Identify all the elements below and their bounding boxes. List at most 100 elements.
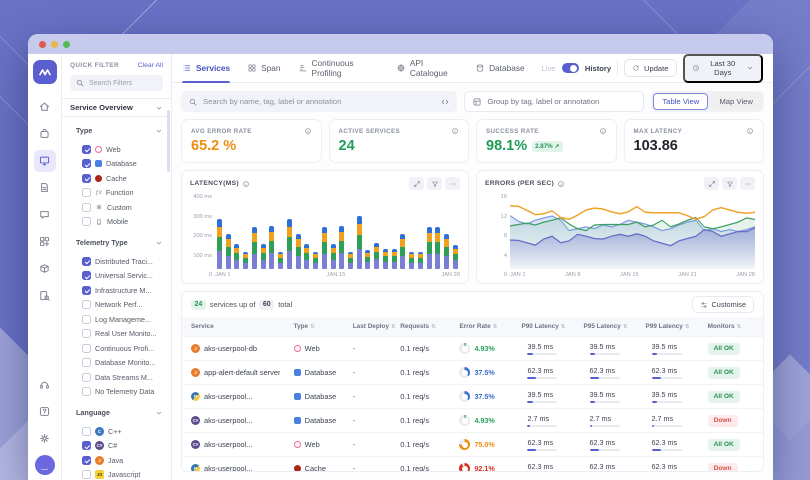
checkbox[interactable] xyxy=(82,343,91,353)
checkbox[interactable] xyxy=(82,455,91,465)
latency-bar-day-4[interactable] xyxy=(243,251,249,269)
latency-bar-day-23[interactable] xyxy=(409,251,415,269)
tab-continuous-profiling[interactable]: Continuous Profiling xyxy=(298,54,379,83)
checkbox[interactable] xyxy=(82,271,91,281)
latency-bar-day-28[interactable] xyxy=(452,245,458,269)
latency-bar-day-5[interactable] xyxy=(251,227,257,269)
checkbox[interactable] xyxy=(82,329,91,339)
checkbox[interactable] xyxy=(82,314,91,324)
minimize-window-button[interactable] xyxy=(51,40,58,48)
filter-scrollbar[interactable] xyxy=(167,110,170,172)
time-range-dropdown[interactable]: Last 30 Days xyxy=(682,53,763,83)
latency-bar-day-2[interactable] xyxy=(225,234,231,269)
clear-all-link[interactable]: Clear All xyxy=(137,62,163,69)
latency-bar-day-16[interactable] xyxy=(348,251,354,269)
info-icon[interactable] xyxy=(746,127,754,135)
tab-api-catalogue[interactable]: API Catalogue xyxy=(396,54,458,83)
service-name[interactable]: app-alert-default server xyxy=(204,368,281,377)
rail-item-dashboards[interactable] xyxy=(34,231,56,253)
service-name[interactable]: aks-userpool-db xyxy=(204,344,257,353)
sort-icon[interactable]: ⇅ xyxy=(560,323,566,330)
latency-bar-day-6[interactable] xyxy=(260,244,266,269)
expand-chart-button[interactable] xyxy=(704,177,719,190)
column-header-p95-latency[interactable]: P95 Latency ⇅ xyxy=(583,323,628,330)
rail-item-messages[interactable] xyxy=(34,204,56,226)
latency-bar-day-10[interactable] xyxy=(295,234,301,269)
filter-option-c-[interactable]: C C++ xyxy=(70,424,163,439)
table-view-button[interactable]: Table View xyxy=(653,93,709,110)
sort-icon[interactable]: ⇅ xyxy=(622,323,628,330)
service-name[interactable]: aks-userpool... xyxy=(204,440,253,449)
checkbox[interactable] xyxy=(82,173,91,183)
group-by-control[interactable]: Group by tag, label or annotation xyxy=(464,91,645,112)
latency-bar-day-11[interactable] xyxy=(304,244,310,269)
checkbox[interactable] xyxy=(82,426,91,436)
expand-chart-button[interactable] xyxy=(409,177,424,190)
rail-item-audit[interactable] xyxy=(34,285,56,307)
column-header-p90-latency[interactable]: P90 Latency ⇅ xyxy=(521,323,566,330)
close-window-button[interactable] xyxy=(39,40,46,48)
column-header-type[interactable]: Type ⇅ xyxy=(293,323,315,330)
filter-search-input[interactable]: Search Filters xyxy=(70,75,163,91)
maximize-window-button[interactable] xyxy=(63,40,70,48)
update-button[interactable]: Update xyxy=(624,59,677,77)
sort-icon[interactable]: ⇅ xyxy=(391,323,396,330)
latency-bar-day-7[interactable] xyxy=(269,225,275,269)
user-avatar[interactable]: ‿ xyxy=(34,455,55,475)
sort-icon[interactable]: ⇅ xyxy=(431,323,436,330)
rail-item-deployments[interactable] xyxy=(34,258,56,280)
rail-item-services[interactable] xyxy=(34,123,56,145)
filter-option-network-perf-[interactable]: Network Perf... xyxy=(70,298,163,313)
tab-span[interactable]: Span xyxy=(247,54,281,83)
checkbox[interactable] xyxy=(82,470,91,480)
column-header-requests[interactable]: Requests ⇅ xyxy=(400,323,436,330)
service-name[interactable]: aks-userpool... xyxy=(204,416,253,425)
latency-bar-day-21[interactable] xyxy=(391,248,397,269)
rail-item-monitoring[interactable] xyxy=(33,149,56,172)
filter-option-real-user-monito-[interactable]: Real User Monito... xyxy=(70,327,163,342)
tab-services[interactable]: Services xyxy=(182,54,231,83)
latency-bar-day-25[interactable] xyxy=(426,227,432,269)
service-name[interactable]: aks-userpool... xyxy=(204,464,253,472)
filter-option-infrastructure-m-[interactable]: Infrastructure M... xyxy=(70,283,163,298)
filter-section-header[interactable]: Telemetry Type xyxy=(70,236,163,249)
rail-item-help[interactable] xyxy=(34,401,56,423)
latency-bar-day-20[interactable] xyxy=(382,248,388,269)
latency-bar-day-13[interactable] xyxy=(321,227,327,269)
sort-icon[interactable]: ⇅ xyxy=(310,323,315,330)
column-header-p99-latency[interactable]: P99 Latency ⇅ xyxy=(645,323,690,330)
filter-option-web[interactable]: Web xyxy=(70,142,163,157)
filter-option-continuous-profi-[interactable]: Continuous Profi... xyxy=(70,341,163,356)
latency-bar-day-26[interactable] xyxy=(435,227,441,269)
latency-bar-day-9[interactable] xyxy=(286,219,292,269)
checkbox[interactable] xyxy=(82,202,91,212)
checkbox[interactable] xyxy=(82,300,91,310)
service-search-input[interactable] xyxy=(203,97,436,106)
filter-chart-button[interactable] xyxy=(722,177,737,190)
live-history-toggle[interactable] xyxy=(561,63,579,73)
info-icon[interactable] xyxy=(599,127,607,135)
filter-option-function[interactable]: ƒx Function xyxy=(70,186,163,201)
checkbox[interactable] xyxy=(82,217,91,227)
filter-option-database-monito-[interactable]: Database Monito... xyxy=(70,356,163,371)
app-logo[interactable] xyxy=(32,60,57,84)
filter-option-cache[interactable]: Cache xyxy=(70,171,163,186)
latency-bar-day-17[interactable] xyxy=(356,216,362,269)
sort-icon[interactable]: ⇅ xyxy=(684,323,690,330)
checkbox[interactable] xyxy=(82,256,91,266)
rail-item-settings[interactable] xyxy=(34,428,56,450)
table-row-aks-userpool-[interactable]: C# aks-userpool... Web - 0.1 req/s 75.0% … xyxy=(182,432,763,456)
checkbox[interactable] xyxy=(82,144,91,154)
column-header-error-rate[interactable]: Error Rate ⇅ xyxy=(459,323,498,330)
info-icon[interactable] xyxy=(304,127,312,135)
filter-option-java[interactable]: J Java xyxy=(70,453,163,468)
rail-item-home[interactable] xyxy=(34,96,56,118)
filter-option-distributed-traci-[interactable]: Distributed Traci... xyxy=(70,254,163,269)
filter-option-mobile[interactable]: Mobile xyxy=(70,215,163,230)
table-row-aks-userpool-[interactable]: C# aks-userpool... Database - 0.1 req/s 4… xyxy=(182,408,763,432)
filter-option-data-streams-m-[interactable]: Data Streams M... xyxy=(70,370,163,385)
sort-icon[interactable]: ⇅ xyxy=(492,323,498,330)
